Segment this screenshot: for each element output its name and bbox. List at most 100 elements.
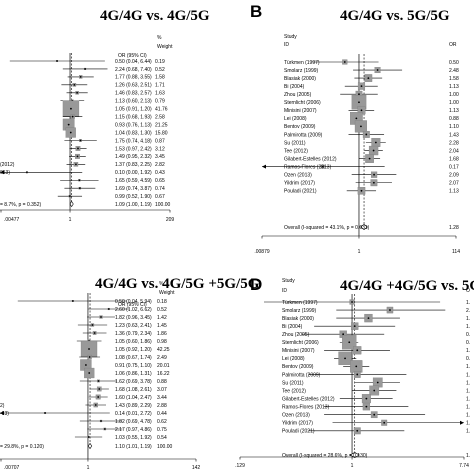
point-estimate [321, 165, 324, 168]
study-row: Gilabert-Estelles (2012) 1. [282, 394, 470, 404]
study-row: Ozen (2013) 1. [282, 411, 470, 419]
study-name: Pouladi (2021) [282, 429, 315, 435]
study-or-ci: 1.15 (0.68, 1.93) [115, 114, 152, 120]
study-weight: 0.88 [157, 379, 167, 385]
study-or-ci: 0. [466, 340, 470, 346]
study-row: Ozen (2013) 2.09 [284, 171, 459, 179]
point-estimate [84, 68, 87, 70]
study-or-ci: 1.82 (0.69, 4.78) [115, 419, 152, 425]
study-or-ci: 1. [466, 396, 470, 402]
study-weight: 20.01 [157, 363, 170, 369]
study-name: Türkmen (1997) [284, 60, 320, 66]
panel-title: 4G/4G vs. 5G/5G [340, 8, 450, 24]
point-estimate [75, 163, 77, 166]
study-row: Smolarz (1999) 2.48 [284, 67, 459, 74]
header-percent: % [159, 281, 164, 287]
study-or-ci: 1.23 (0.63, 2.41) [115, 323, 152, 329]
study-name: Bentov (2009) [284, 124, 316, 130]
study-or-ci: 2.04 [449, 148, 459, 154]
panel-letter: D [250, 275, 262, 294]
study-or-ci: 1. [466, 300, 470, 306]
overall-or-ci: 1.28 [449, 225, 459, 231]
study-or-ci: 1.75 (0.74, 4.18) [115, 138, 152, 144]
point-estimate [87, 436, 90, 438]
study-name: Minisini (2007) [282, 348, 315, 354]
study-name: Smolarz (1999) [284, 68, 319, 74]
study-row: Yildrim (2017) 2.07 [284, 179, 459, 187]
study-weight: 0.65 [155, 178, 165, 184]
study-row: 1.15 (0.68, 1.93) 2.58 [62, 114, 165, 120]
ci-arrow-left [0, 411, 4, 415]
study-or-ci: 0.93 (0.76, 1.13) [115, 122, 152, 128]
study-weight: 2.49 [157, 355, 167, 361]
study-or-ci: 1.03 (0.55, 1.92) [115, 435, 152, 441]
study-name: Minisini (2007) [284, 108, 317, 114]
study-or-ci: 1.65 (0.59, 4.59) [115, 178, 152, 184]
point-estimate [98, 388, 101, 390]
point-estimate [372, 181, 375, 184]
point-estimate [79, 139, 82, 142]
forest-panel-a: 4G/4G vs. 4G/5G% Weight OR (95% CI)0.50 (0… [0, 8, 210, 223]
study-or-ci: 1.13 [449, 84, 459, 90]
point-estimate [356, 429, 359, 432]
study-weight: 1.86 [157, 331, 167, 337]
study-or-ci: 0.10 (0.00, 1.92) [115, 170, 152, 176]
study-or-ci: 1.05 (0.92, 1.20) [115, 347, 152, 353]
study-weight: 1.63 [155, 91, 165, 97]
overall-weight: 100.00 [157, 444, 173, 450]
header-percent: % [157, 35, 162, 41]
study-or-ci: 1.00 [449, 92, 459, 98]
study-row: Minisini (2007) 1. [282, 346, 470, 355]
study-row: 1.08 (0.67, 1.74) 2.49 [79, 355, 167, 361]
study-or-ci: 1.10 [449, 124, 459, 130]
study-row: 1.49 (0.95, 2.32) 3.45 [69, 153, 165, 160]
point-estimate [365, 133, 368, 136]
study-name-partial: 2) [0, 403, 5, 409]
ci-arrow-left [262, 164, 266, 169]
forest-panel-c: 4G/4G vs. 4G/5G +5G/5G% Weight OR (95% CI)… [0, 276, 260, 471]
study-or-ci: 1. [466, 429, 470, 435]
x-tick-label: .00707 [4, 465, 20, 471]
study-weight: 0.54 [157, 435, 167, 441]
point-estimate [67, 123, 70, 126]
x-tick-label: 1 [358, 249, 361, 255]
study-name-partial: 013) [0, 170, 10, 176]
study-row: Gilabert-Estelles (2012) 1.68 [284, 154, 459, 163]
point-estimate [360, 109, 363, 112]
ci-arrow-right [460, 420, 464, 425]
study-row: Zhou (2005) 1.00 [284, 90, 459, 98]
study-or-ci: 1.05 (0.60, 1.86) [115, 339, 152, 345]
study-name: Smolarz (1999) [282, 308, 317, 314]
study-row: 2.17 (0.97, 4.86) 0.75 [87, 427, 167, 433]
study-name: Tee (2012) [282, 388, 306, 394]
study-or-ci: 1.04 (0.83, 1.30) [115, 130, 152, 136]
study-weight: 16.22 [157, 371, 170, 377]
point-estimate [91, 324, 94, 326]
x-tick-label: 209 [166, 217, 175, 223]
study-row: Sternlicht (2006) 0. [282, 335, 470, 350]
study-or-ci: 1.68 [449, 156, 459, 162]
study-weight: 42.25 [157, 347, 170, 353]
x-tick-label: 1 [351, 463, 354, 469]
study-weight: 1.71 [155, 83, 165, 89]
panel-title: 4G/4G vs. 4G/5G [100, 8, 210, 24]
study-or-ci: 1. [466, 324, 470, 330]
study-name: Yildrim (2017) [284, 181, 315, 187]
study-row: 0.99 (0.52, 1.90) 0.67 [57, 194, 165, 200]
study-row: 1.68 (1.08, 2.61) 3.07 [89, 386, 167, 393]
study-or-ci: 2.24 (0.68, 7.40) [115, 67, 152, 73]
study-name: Bi (2004) [284, 84, 305, 90]
study-or-ci: 1.05 (0.91, 1.20) [115, 107, 152, 113]
study-name: Türkmen (1997) [282, 300, 318, 306]
study-or-ci: 1.13 (0.60, 2.13) [115, 99, 152, 105]
point-estimate [78, 179, 81, 182]
point-estimate [342, 333, 345, 336]
overall-row: = 29.8%, p = 0.120) 1.10 (1.01, 1.19) 100.… [0, 442, 173, 450]
study-weight: 1.58 [155, 75, 165, 81]
study-name: Lei (2008) [282, 356, 305, 362]
study-or-ci: 1.58 [449, 76, 459, 82]
study-or-ci: 2.17 (0.97, 4.86) [115, 427, 152, 433]
forest-panel-d: 4G/4G +4G/5G vs. 5G/5G D O Study ID Türkmen (… [235, 275, 474, 469]
study-name: Ramos-Flores (2013) [282, 404, 330, 410]
